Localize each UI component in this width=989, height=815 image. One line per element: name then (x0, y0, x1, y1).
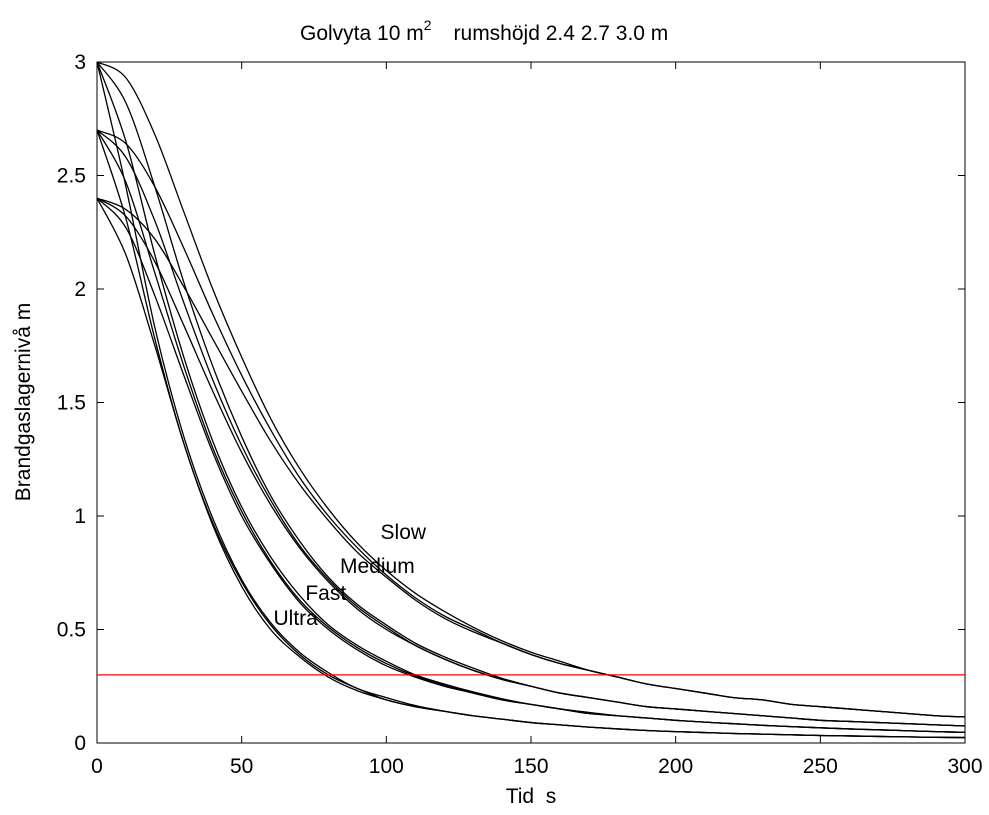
y-tick-label: 1.5 (57, 392, 86, 415)
chart-title-main: Golvyta 10 m (300, 22, 424, 45)
y-tick-label: 1 (74, 505, 86, 528)
curve-label-ultra: Ultra (273, 607, 318, 630)
x-tick-label: 0 (91, 755, 103, 778)
x-tick-label: 250 (803, 755, 838, 778)
series-line-fast-3 (96, 61, 966, 733)
chart-title-superscript: 2 (424, 17, 432, 33)
series-line-medium-3 (96, 61, 966, 727)
y-tick-label: 2 (74, 278, 86, 301)
curve-label-fast: Fast (305, 582, 346, 605)
y-tick-label: 2.5 (57, 165, 86, 188)
x-tick-label: 200 (658, 755, 693, 778)
x-tick-label: 100 (369, 755, 404, 778)
x-tick-label: 300 (947, 755, 982, 778)
x-axis-label: Tid s (506, 785, 557, 808)
series-line-slow-3 (96, 61, 966, 718)
curve-label-slow: Slow (381, 521, 427, 544)
series-line-slow-2-4 (96, 197, 966, 718)
y-tick-label: 3 (74, 51, 86, 74)
series-line-fast-2-7 (96, 129, 966, 733)
chart-subtitle: rumshöjd 2.4 2.7 3.0 m (454, 22, 669, 45)
series-line-medium-2-7 (96, 129, 966, 727)
y-axis-label: Brandgaslagernivå m (12, 303, 35, 501)
series-line-ultra-2-4 (96, 197, 966, 739)
series-line-ultra-3 (96, 61, 966, 739)
y-tick-label: 0.5 (57, 619, 86, 642)
y-tick-label: 0 (74, 732, 86, 755)
series-line-ultra-2-7 (96, 129, 966, 739)
x-tick-label: 150 (513, 755, 548, 778)
series-layer (96, 61, 966, 739)
curve-label-medium: Medium (340, 555, 415, 578)
series-line-medium-2-4 (96, 197, 966, 727)
chart-title: Golvyta 10 m2 rumshöjd 2.4 2.7 3.0 m (300, 17, 668, 45)
x-tick-label: 50 (230, 755, 253, 778)
ticks-layer: 0 50 100 150 200 250 300 0 0.5 1 1.5 2 2.5 3 (57, 51, 983, 778)
